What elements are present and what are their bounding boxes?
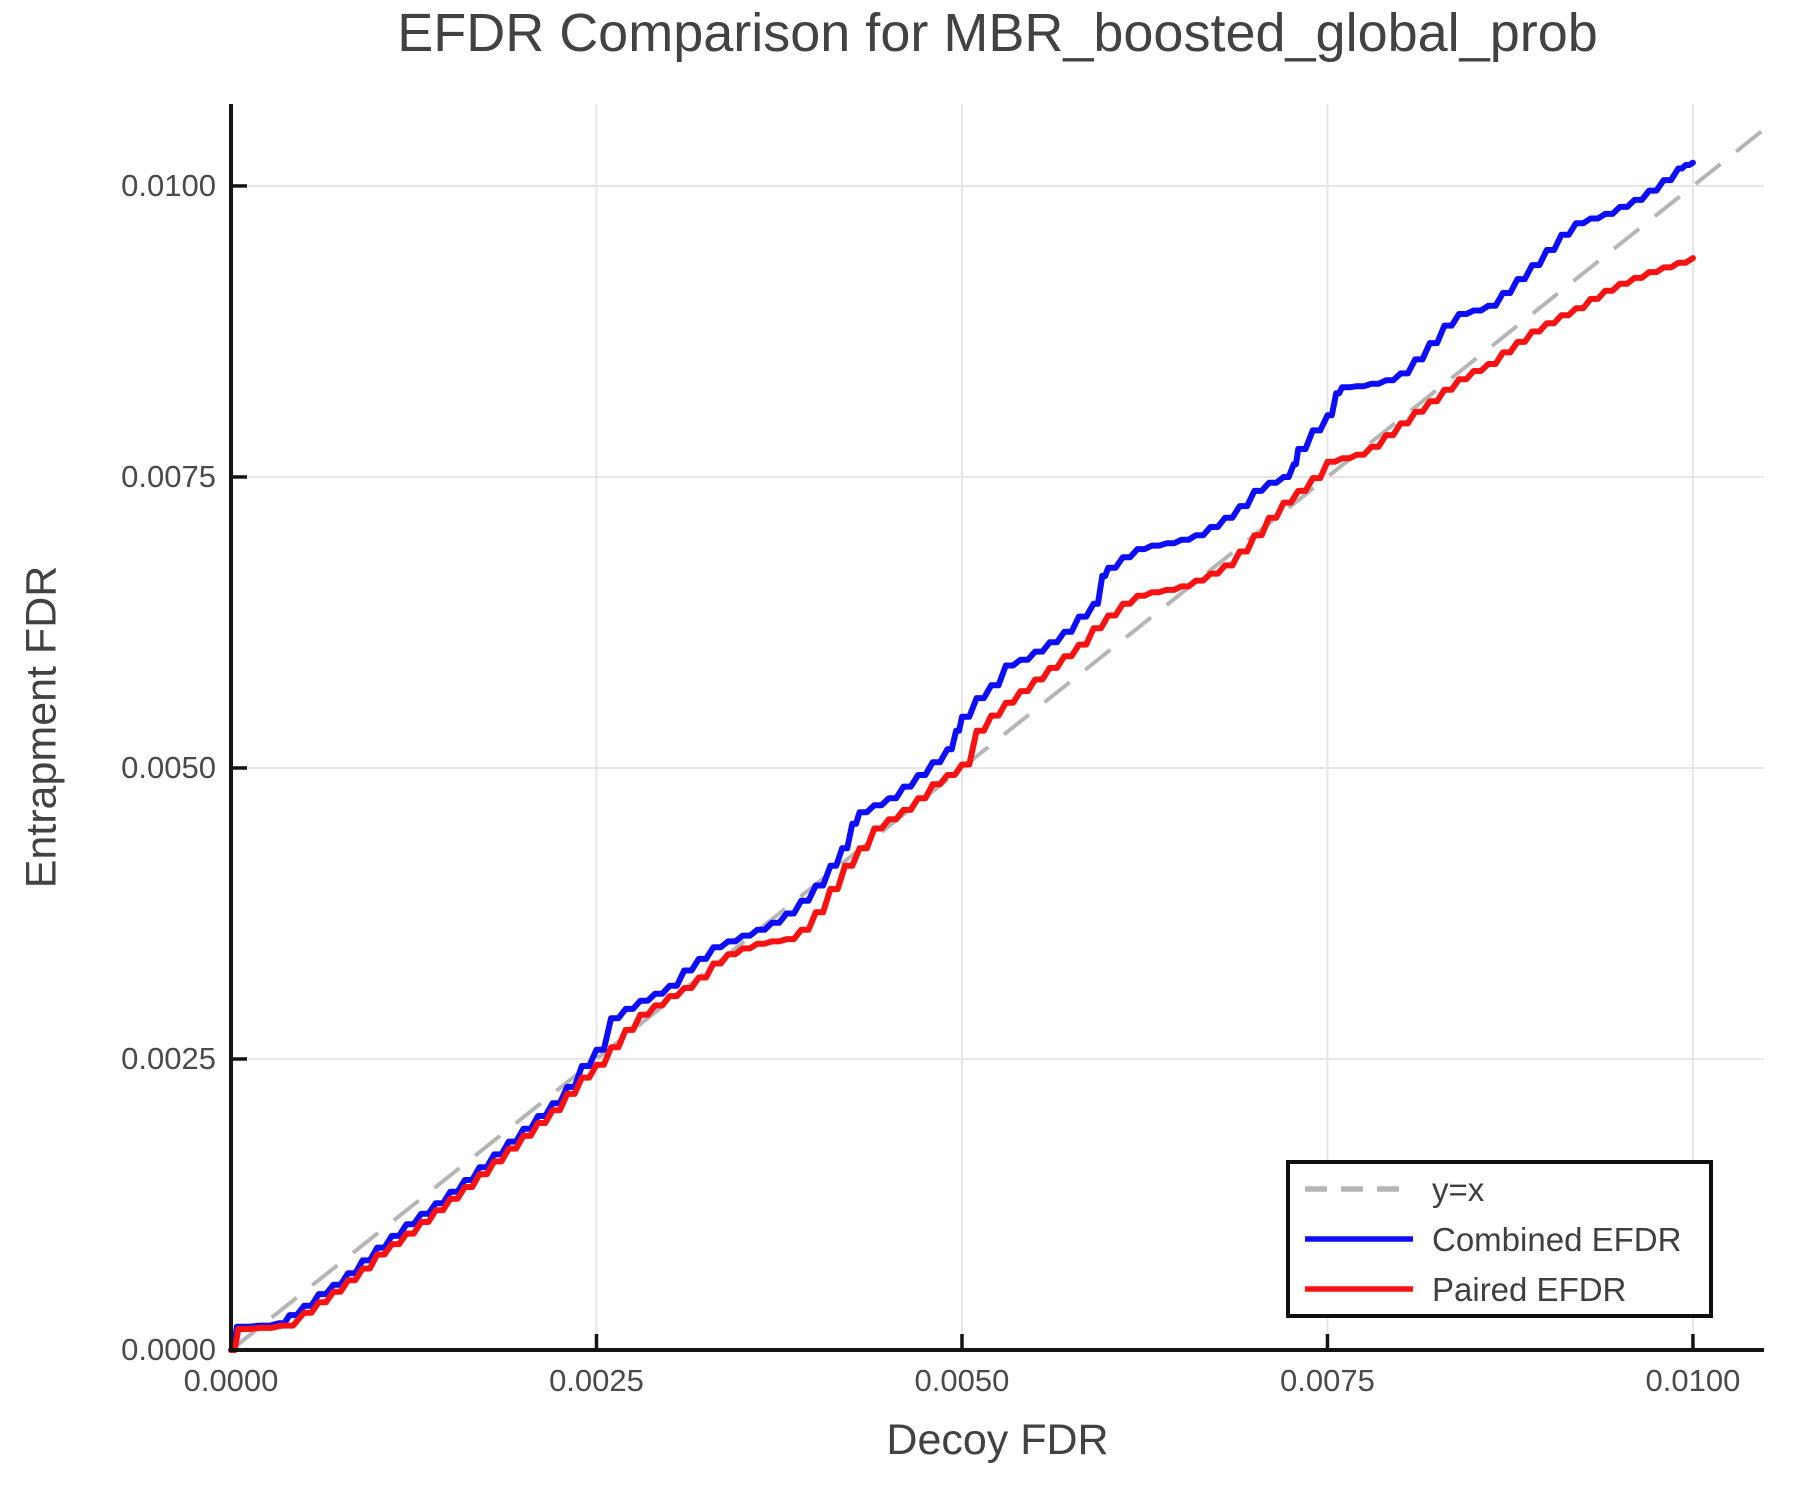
legend-label: Combined EFDR (1432, 1220, 1682, 1258)
x-tick-label: 0.0000 (183, 1363, 279, 1398)
identity-dashed-line-icon (1305, 1186, 1413, 1192)
identity-reference-line (229, 127, 1766, 1352)
x-axis-label: Decoy FDR (886, 1416, 1109, 1464)
series-line-paired-efdr (228, 255, 1696, 1353)
y-tick-label: 0.0000 (121, 1332, 216, 1367)
y-tick-label: 0.0100 (121, 167, 216, 203)
legend: y=x Combined EFDR Paired EFDR (1286, 1160, 1713, 1318)
legend-label: y=x (1432, 1170, 1485, 1208)
legend-label: Paired EFDR (1432, 1270, 1627, 1308)
y-tick-label: 0.0050 (121, 749, 216, 785)
legend-item-identity-line: y=x (1303, 1164, 1709, 1214)
x-tick-label: 0.0025 (549, 1363, 644, 1398)
y-tick-label: 0.0025 (121, 1040, 216, 1076)
chart-title: EFDR Comparison for MBR_boosted_global_p… (397, 3, 1598, 63)
paired-efdr-line-icon (1305, 1286, 1413, 1292)
x-tick-label: 0.0050 (914, 1363, 1010, 1398)
y-axis-label: Entrapment FDR (17, 565, 66, 889)
x-tick-label: 0.0100 (1645, 1363, 1741, 1398)
series-line-combined-efdr (228, 159, 1696, 1353)
x-tick-label: 0.0075 (1280, 1363, 1375, 1398)
legend-item-paired-efdr: Paired EFDR (1303, 1264, 1709, 1314)
y-tick-label: 0.0075 (121, 458, 216, 494)
combined-efdr-line-icon (1305, 1236, 1413, 1242)
legend-item-combined-efdr: Combined EFDR (1303, 1214, 1709, 1264)
